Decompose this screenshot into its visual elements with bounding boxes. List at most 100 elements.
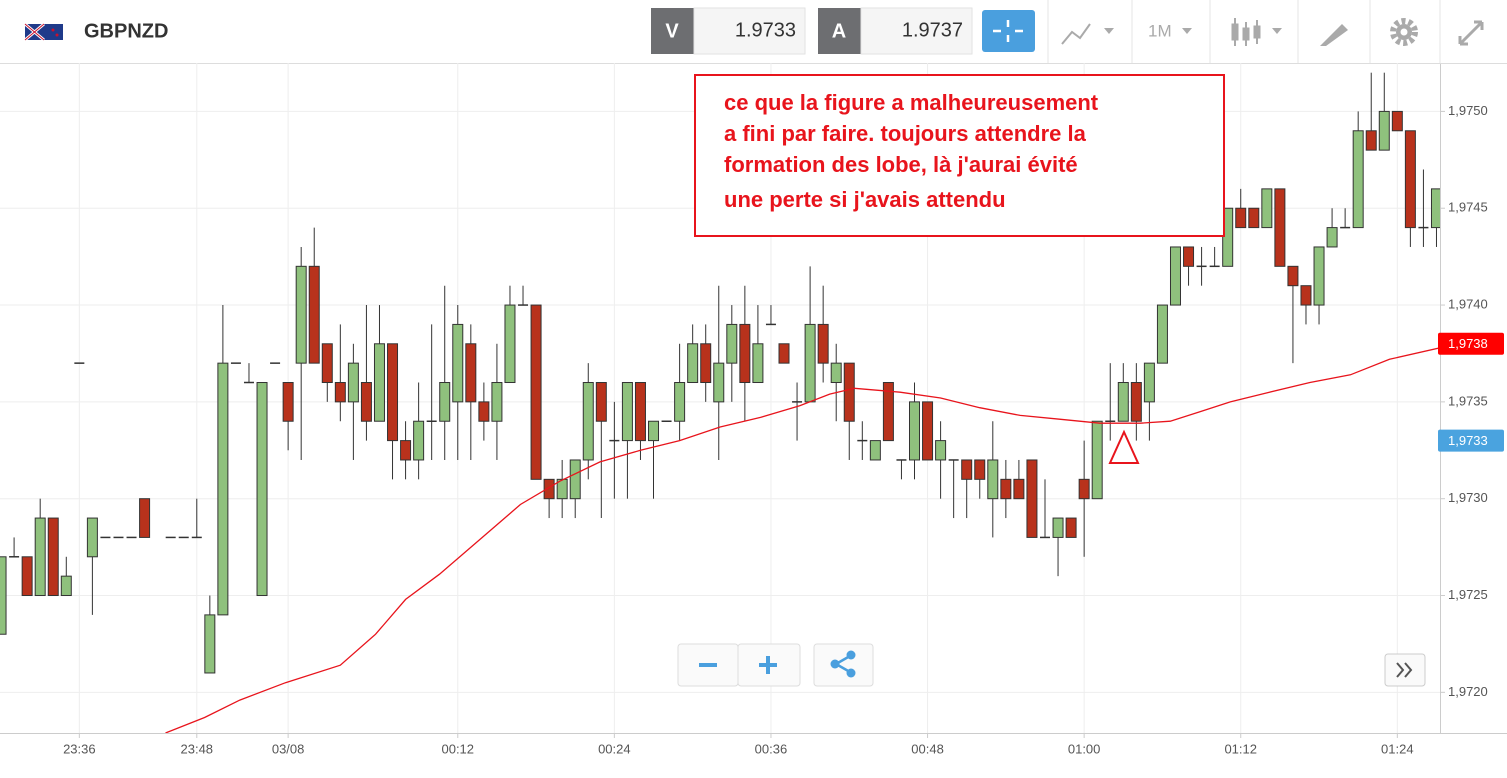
candle-body (817, 323, 829, 364)
candle-body (504, 304, 516, 384)
annotation-text: formation des lobe, là j'aurai évité (724, 152, 1078, 177)
candle-body (47, 517, 59, 597)
x-tick-label: 23:48 (181, 741, 214, 756)
candle-body (1248, 207, 1260, 229)
candle-body (961, 459, 973, 480)
annotation-text: une perte si j'avais attendu (724, 187, 1006, 212)
buy-price-box[interactable] (860, 7, 973, 55)
candle-body (1235, 207, 1247, 229)
buy-button[interactable] (818, 8, 861, 54)
x-tick-label: 00:24 (598, 741, 631, 756)
candle-body (922, 401, 934, 461)
candle-body (308, 265, 320, 364)
y-tick-label: 1,9745 (1448, 200, 1488, 215)
candle-body (530, 304, 542, 480)
timeframe-arrow (1182, 28, 1192, 34)
candle-body (21, 556, 33, 597)
annotation-box (694, 74, 1225, 237)
candle-body (843, 362, 855, 422)
candle-body (34, 517, 46, 597)
candle-body (1169, 246, 1181, 306)
candle-body (830, 362, 842, 384)
price-label-box (1438, 429, 1504, 452)
candle-body (491, 382, 503, 422)
annotation-text: ce que la figure a malheureusement (724, 90, 1099, 115)
x-tick-label: 00:48 (911, 741, 944, 756)
candle-body (1130, 382, 1142, 422)
candle-body (217, 362, 229, 616)
candle-body (739, 323, 751, 384)
sell-label: V (665, 20, 679, 42)
candle-body (0, 556, 7, 635)
candle-body (674, 382, 686, 422)
triangle-marker (1108, 429, 1140, 464)
candle-body (465, 343, 477, 403)
candle-body (1143, 362, 1155, 403)
x-tick-label: 01:24 (1381, 741, 1414, 756)
candle-body (400, 440, 412, 461)
candle-body (1156, 304, 1168, 364)
sell-button[interactable] (651, 8, 694, 54)
crosshair-button[interactable] (982, 10, 1035, 52)
candle-body (282, 382, 294, 422)
candle-body (439, 382, 451, 422)
sell-price: 1.9733 (735, 19, 796, 41)
candle-body (373, 343, 385, 422)
candle-body (1078, 478, 1090, 500)
candle-body (1026, 459, 1038, 538)
share-button[interactable] (813, 643, 874, 687)
candle-body (1274, 188, 1286, 267)
candle-body (1183, 246, 1195, 267)
scroll-right-button[interactable] (1384, 653, 1426, 687)
buy-price: 1.9737 (902, 19, 963, 41)
candle-body (413, 420, 425, 461)
candle-body (347, 362, 359, 403)
candle-body (1117, 382, 1129, 422)
candle-body (543, 478, 555, 500)
x-tick-label: 03/08 (272, 741, 305, 756)
candle-body (387, 343, 399, 442)
x-tick-label: 01:00 (1068, 741, 1101, 756)
candle-body (360, 382, 372, 422)
fullscreen-button[interactable] (1458, 20, 1484, 46)
candle-body (1391, 110, 1403, 132)
zoom-in-button[interactable] (737, 643, 801, 687)
draw-tool-button[interactable] (1320, 24, 1348, 46)
chart-type-button[interactable] (1061, 23, 1114, 45)
candle-body (321, 343, 333, 384)
x-tick-label: 00:12 (441, 741, 474, 756)
candle-body (60, 575, 72, 597)
candle-body (1300, 285, 1312, 306)
candle-body (726, 323, 738, 364)
sell-price-box[interactable] (693, 7, 806, 55)
candle-body (869, 440, 881, 461)
candle-body (582, 382, 594, 461)
candle-body (935, 440, 947, 461)
zoom-out-button[interactable] (677, 643, 739, 687)
candle-body (1404, 130, 1416, 229)
price-label-box (1438, 332, 1504, 355)
candle-body (204, 614, 216, 674)
candle-body (1365, 130, 1377, 151)
candle-body (1378, 110, 1390, 151)
candle-body (909, 401, 921, 461)
candle-body (1013, 478, 1025, 500)
candle-body (987, 459, 999, 500)
candle-body (1065, 517, 1077, 538)
symbol: GBPNZD (84, 20, 168, 42)
candle-body (634, 382, 646, 442)
candle-body (1430, 188, 1440, 229)
candle-body (687, 343, 699, 384)
candle-type-button[interactable] (1231, 18, 1282, 46)
timeframe[interactable]: 1M (1148, 21, 1172, 40)
annotation-text: a fini par faire. toujours attendre la (724, 121, 1087, 146)
price-label: 1,9733 (1448, 433, 1488, 448)
x-tick-label: 23:36 (63, 741, 96, 756)
candle-body (1313, 246, 1325, 306)
candle-body (569, 459, 581, 500)
y-tick-label: 1,9750 (1448, 103, 1488, 118)
settings-button[interactable] (1390, 18, 1418, 46)
candle-body (804, 323, 816, 403)
